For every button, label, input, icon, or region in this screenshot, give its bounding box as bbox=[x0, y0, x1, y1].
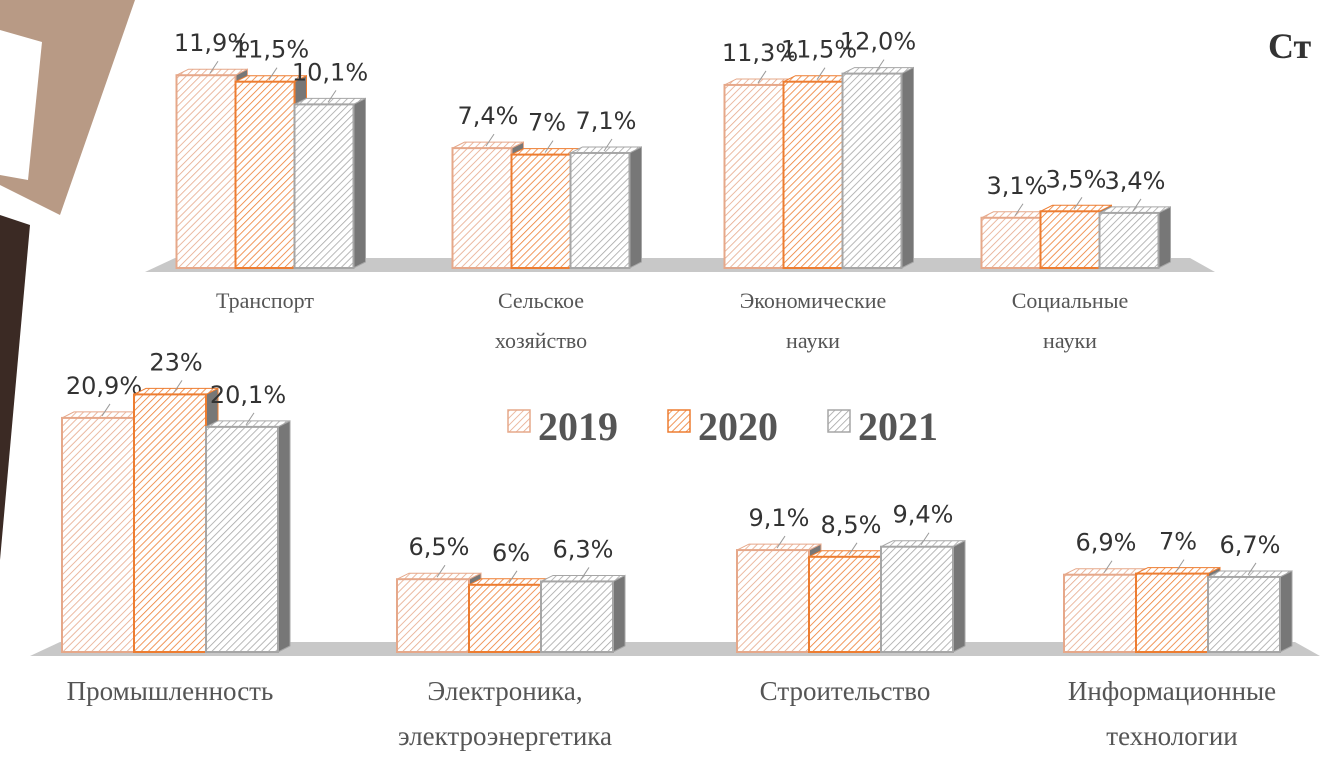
category-line: Промышленность bbox=[67, 676, 274, 706]
bar bbox=[571, 153, 630, 268]
bar bbox=[512, 155, 571, 268]
data-label: 12,0% bbox=[840, 28, 916, 56]
bar bbox=[62, 418, 134, 652]
bar-side bbox=[613, 575, 625, 652]
bar bbox=[541, 581, 613, 652]
data-label: 10,1% bbox=[292, 58, 368, 86]
data-label: 3,5% bbox=[1046, 165, 1107, 193]
category-line: Сельское bbox=[498, 288, 584, 313]
bar bbox=[784, 82, 843, 268]
data-label: 7% bbox=[528, 109, 566, 137]
slide-title: Ст bbox=[1268, 26, 1312, 66]
category-line: Экономические bbox=[740, 288, 887, 313]
bar bbox=[1208, 577, 1280, 652]
data-label: 8,5% bbox=[821, 511, 882, 539]
bar bbox=[809, 557, 881, 652]
category-line: науки bbox=[1043, 328, 1097, 353]
category-line: электроэнергетика bbox=[398, 721, 612, 751]
bar-side bbox=[354, 98, 366, 268]
legend-swatch bbox=[668, 410, 690, 432]
category-label: Транспорт bbox=[216, 288, 314, 313]
category-line: науки bbox=[786, 328, 840, 353]
bar bbox=[1041, 211, 1100, 268]
bar bbox=[469, 585, 541, 652]
data-label: 3,1% bbox=[987, 172, 1048, 200]
bar bbox=[177, 75, 236, 268]
bar bbox=[236, 82, 295, 268]
legend-label: 2019 bbox=[538, 404, 618, 449]
category-label: Электроника, электроэнергетика bbox=[398, 676, 612, 751]
category-label: Сельское хозяйство bbox=[495, 288, 587, 353]
bar bbox=[1100, 213, 1159, 268]
category-line: хозяйство bbox=[495, 328, 587, 353]
data-label: 6,5% bbox=[409, 533, 470, 561]
bar-side bbox=[902, 68, 914, 268]
category-line: Социальные bbox=[1012, 288, 1129, 313]
data-label: 9,4% bbox=[893, 501, 954, 529]
bar bbox=[134, 394, 206, 652]
bar-side bbox=[953, 541, 965, 652]
category-line: Транспорт bbox=[216, 288, 314, 313]
bar bbox=[881, 547, 953, 652]
slide: Ст Транспорт11,9%11,5%10,1%Сельскоехозяй… bbox=[0, 0, 1320, 764]
data-label: 6,9% bbox=[1076, 529, 1137, 557]
data-label: 6% bbox=[492, 539, 530, 567]
legend-label: 2020 bbox=[698, 404, 778, 449]
category-label: Информационные технологии bbox=[1068, 676, 1276, 751]
bar bbox=[453, 148, 512, 268]
bar-side bbox=[278, 421, 290, 652]
data-label: 7,4% bbox=[458, 102, 519, 130]
legend-swatch bbox=[828, 410, 850, 432]
data-label: 6,3% bbox=[553, 535, 614, 563]
data-label: 7,1% bbox=[576, 107, 637, 135]
bar bbox=[982, 218, 1041, 268]
category-line: Электроника, bbox=[427, 676, 582, 706]
bar-side bbox=[1159, 207, 1171, 268]
bar-side bbox=[1280, 571, 1292, 652]
category-label: Социальные науки bbox=[1012, 288, 1129, 353]
bar bbox=[1064, 575, 1136, 652]
data-label: 7% bbox=[1159, 528, 1197, 556]
category-line: Информационные bbox=[1068, 676, 1276, 706]
category-line: Строительство bbox=[760, 676, 931, 706]
data-label: 20,9% bbox=[66, 372, 142, 400]
legend-label: 2021 bbox=[858, 404, 938, 449]
bar bbox=[843, 74, 902, 268]
category-line: технологии bbox=[1106, 721, 1237, 751]
data-label: 23% bbox=[149, 348, 202, 376]
bar bbox=[725, 85, 784, 268]
category-label: Строительство bbox=[760, 676, 931, 706]
category-label: Экономические науки bbox=[740, 288, 887, 353]
bar bbox=[295, 104, 354, 268]
data-label: 3,4% bbox=[1105, 167, 1166, 195]
bar bbox=[1136, 574, 1208, 652]
decor-shape bbox=[0, 215, 30, 560]
bar bbox=[397, 579, 469, 652]
data-label: 20,1% bbox=[210, 381, 286, 409]
category-label: Промышленность bbox=[67, 676, 274, 706]
data-label: 9,1% bbox=[749, 504, 810, 532]
legend-swatch bbox=[508, 410, 530, 432]
bar bbox=[737, 550, 809, 652]
bar-side bbox=[630, 147, 642, 268]
data-label: 6,7% bbox=[1220, 531, 1281, 559]
bar bbox=[206, 427, 278, 652]
